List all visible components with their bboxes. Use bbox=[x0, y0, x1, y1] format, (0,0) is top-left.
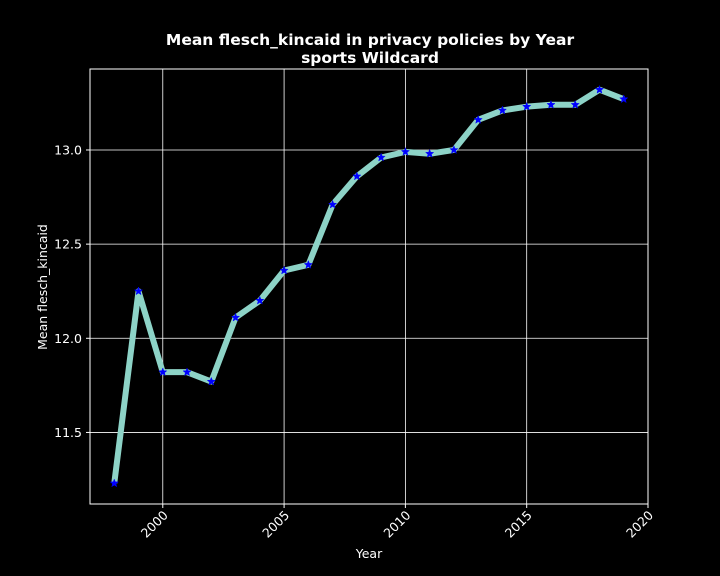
grid-lines bbox=[90, 69, 649, 504]
chart-subtitle: sports Wildcard bbox=[301, 49, 439, 67]
y-axis-label: Mean flesch_kincaid bbox=[35, 224, 50, 350]
data-point-marker bbox=[158, 367, 168, 377]
x-axis-label: Year bbox=[355, 546, 383, 561]
series-area bbox=[109, 84, 629, 488]
data-point-marker bbox=[425, 148, 435, 158]
data-point-marker bbox=[619, 94, 629, 104]
data-point-marker bbox=[279, 265, 289, 275]
x-tick-label: 2010 bbox=[380, 507, 413, 540]
data-point-marker bbox=[522, 101, 532, 111]
data-point-marker bbox=[255, 295, 265, 305]
plot-frame bbox=[89, 68, 649, 505]
series-line bbox=[111, 86, 625, 484]
y-tick-label: 13.0 bbox=[54, 142, 82, 157]
y-tick-label: 12.5 bbox=[54, 237, 82, 252]
data-point-marker bbox=[546, 99, 556, 109]
data-point-marker bbox=[594, 84, 605, 94]
x-tick-label: 2020 bbox=[623, 507, 656, 540]
data-point-marker bbox=[109, 478, 119, 488]
data-point-marker bbox=[570, 99, 580, 109]
data-point-marker bbox=[497, 105, 508, 115]
data-point-marker bbox=[352, 171, 362, 181]
y-tick-label: 11.5 bbox=[54, 425, 82, 440]
data-point-marker bbox=[449, 145, 459, 154]
x-tick-label: 2015 bbox=[502, 508, 535, 541]
axis-ticks: 2000 2005 2010 2015 2020 11.5 12.0 12.5 13.0 bbox=[54, 142, 656, 540]
data-point-marker bbox=[230, 312, 241, 322]
y-tick-label: 12.0 bbox=[54, 331, 82, 346]
data-point-marker bbox=[327, 199, 338, 209]
data-point-marker bbox=[473, 114, 483, 124]
data-point-marker bbox=[376, 152, 386, 162]
x-tick-label: 2000 bbox=[138, 507, 171, 540]
data-point-marker bbox=[133, 286, 144, 296]
data-point-marker bbox=[303, 259, 314, 269]
x-tick-label: 2005 bbox=[259, 508, 292, 541]
data-point-marker bbox=[400, 146, 411, 156]
data-point-marker bbox=[206, 376, 216, 386]
chart-title: Mean flesch_kincaid in privacy policies … bbox=[166, 31, 575, 49]
data-point-marker bbox=[182, 367, 192, 377]
